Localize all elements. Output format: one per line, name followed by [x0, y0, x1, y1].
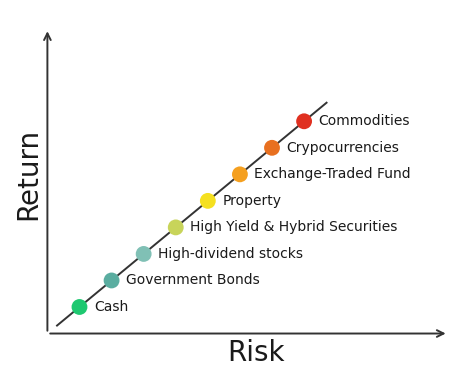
Text: Government Bonds: Government Bonds [126, 274, 260, 287]
Text: Crypocurrencies: Crypocurrencies [286, 141, 399, 155]
Point [172, 224, 180, 230]
Text: High Yield & Hybrid Securities: High Yield & Hybrid Securities [190, 221, 398, 234]
Point [108, 277, 115, 283]
Text: Exchange-Traded Fund: Exchange-Traded Fund [255, 168, 411, 181]
Y-axis label: Return: Return [14, 128, 42, 221]
Point [268, 145, 276, 151]
Text: High-dividend stocks: High-dividend stocks [158, 247, 303, 261]
Text: Commodities: Commodities [319, 114, 410, 128]
Text: Property: Property [222, 194, 281, 208]
Text: Cash: Cash [94, 300, 128, 314]
Point [76, 304, 83, 310]
Point [204, 198, 211, 204]
Point [140, 251, 147, 257]
X-axis label: Risk: Risk [227, 339, 285, 367]
Point [236, 171, 244, 177]
Point [301, 118, 308, 124]
